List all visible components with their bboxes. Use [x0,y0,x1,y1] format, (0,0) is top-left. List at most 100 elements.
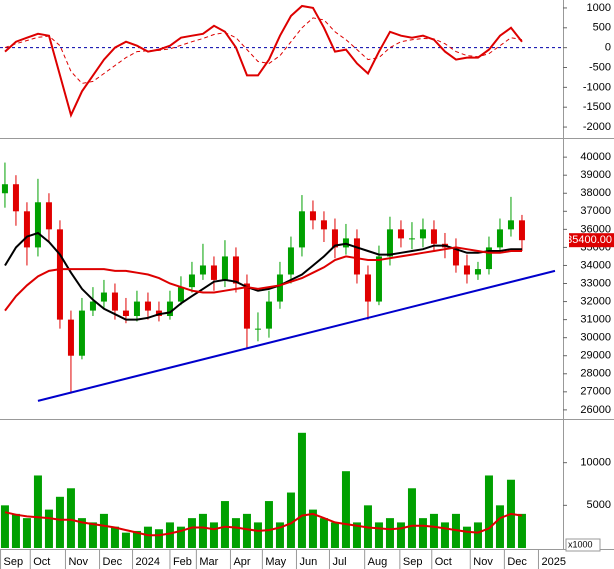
x-tick-label: Sep [403,556,423,568]
unit-box [565,538,601,552]
y-tick-label: 27000 [580,386,611,398]
y-tick-label: 500 [593,22,611,34]
volume-bar [319,518,328,548]
candle-body [34,202,41,248]
candle-body [144,301,151,311]
y-tick-label: 39000 [580,169,611,181]
candle-body [430,229,437,244]
volume-bar [66,488,75,548]
candle-body [177,287,184,302]
candle-body [45,202,52,230]
candle-body [89,301,96,311]
candle-body [67,319,74,356]
candle-body [419,229,426,239]
x-tick-label: May [265,556,286,568]
volume-bar [374,522,383,548]
volume-bar [165,522,174,548]
volume-bar [143,526,152,548]
y-tick-label: 37000 [580,205,611,217]
volume-bar [121,532,130,548]
candle-body [265,301,272,329]
y-tick-label: 40000 [580,151,611,163]
volume-bar [275,522,284,548]
volume-bar [231,518,240,548]
y-tick-label: -1500 [583,101,611,113]
candle-body [518,220,525,241]
volume-bar [341,471,350,548]
trend-line [37,269,556,402]
volume-bar [495,505,504,548]
x-tick-label: Nov [473,556,493,568]
volume-bar [396,522,405,548]
y-tick-label: 5000 [587,499,611,511]
candle-body [12,184,19,212]
candle-body [386,229,393,257]
x-tick-label: Oct [33,556,50,568]
volume-bar [209,522,218,548]
candle-body [133,301,140,317]
candle-body [232,256,239,284]
volume-bar [55,496,64,548]
volume-bar [286,492,295,548]
y-tick-label: 32000 [580,295,611,307]
y-tick-label: 34000 [580,259,611,271]
y-tick-label: 28000 [580,368,611,380]
y-tick-label: 1000 [587,2,611,14]
candle-body [276,274,283,302]
candle-body [507,220,514,230]
last-price-box [569,233,614,248]
volume-bar [308,509,317,548]
volume-bar [473,522,482,548]
volume-bar [187,518,196,548]
y-tick-label: 26000 [580,404,611,416]
candle-body [199,265,206,275]
volume-bar [176,526,185,548]
volume-bar [429,513,438,548]
candle-body [397,229,404,239]
candle-body [452,247,459,266]
y-tick-label: -500 [589,61,611,73]
y-tick-label: 30000 [580,332,611,344]
y-tick-label: 38000 [580,187,611,199]
volume-bar [154,529,163,548]
candle-body [100,292,107,302]
volume-bar [44,509,53,548]
volume-bar [11,513,20,548]
y-tick-label: -2000 [583,121,611,133]
x-tick-label: Dec [103,556,123,568]
volume-bar [253,522,262,548]
x-tick-label: Mar [199,556,218,568]
x-tick-label: Apr [233,556,250,568]
y-tick-label: 33000 [580,277,611,289]
volume-bar [330,522,339,548]
candle-body [1,184,8,194]
candle-body [56,229,63,320]
y-tick-label: 31000 [580,314,611,326]
volume-bar [484,475,493,548]
candle-body [408,238,415,240]
x-tick-label: Dec [507,556,527,568]
moving-average [4,246,522,312]
candle-body [485,247,492,270]
y-tick-label: 10000 [580,457,611,469]
candle-body [166,301,173,317]
candle-body [364,274,371,302]
volume-bar [407,488,416,548]
volume-bar [22,518,31,548]
volume-bar [110,526,119,548]
volume-bar [440,522,449,548]
candle-body [210,265,217,280]
volume-bar [33,475,42,548]
candle-body [331,229,338,248]
x-tick-label: 2024 [136,556,160,568]
last-price-label: 35400.00 [566,234,612,246]
candle-body [111,292,118,311]
volume-bar [264,501,273,548]
macd-line [4,4,523,118]
y-tick-label: 0 [605,42,611,54]
volume-bar [297,432,306,548]
candle-body [320,220,327,230]
candle-body [496,229,503,248]
